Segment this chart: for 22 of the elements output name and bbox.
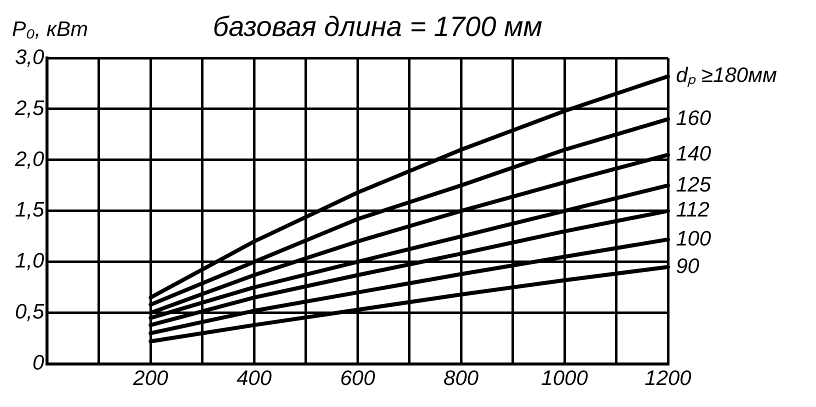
y-tick-label: 0: [32, 352, 45, 375]
y-tick-label: 1,5: [14, 198, 45, 222]
x-tick-label: 600: [340, 367, 376, 390]
series-label: 100: [676, 227, 712, 250]
x-tick-label: 400: [236, 367, 272, 390]
y-tick-label: 0,5: [14, 300, 45, 324]
y-tick-label: 3,0: [14, 46, 45, 69]
x-tick-label: 800: [444, 367, 479, 390]
y-tick-label: 2,5: [14, 96, 45, 120]
series-label: 140: [676, 142, 712, 166]
series-label: 112: [676, 198, 710, 222]
x-tick-label: 1200: [644, 367, 692, 390]
x-tick-label: 200: [132, 367, 168, 390]
series-label: dₚ ≥180мм: [676, 64, 777, 88]
x-tick-label: 1000: [541, 367, 588, 390]
y-axis-title: P₀, кВт: [12, 18, 88, 41]
series-label: 160: [676, 107, 712, 130]
y-tick-label: 1,0: [14, 250, 45, 273]
y-tick-label: 2,0: [14, 148, 45, 171]
series-label: 90: [676, 254, 700, 278]
chart-title: базовая длина = 1700 мм: [212, 10, 542, 42]
series-label: 125: [676, 173, 712, 196]
